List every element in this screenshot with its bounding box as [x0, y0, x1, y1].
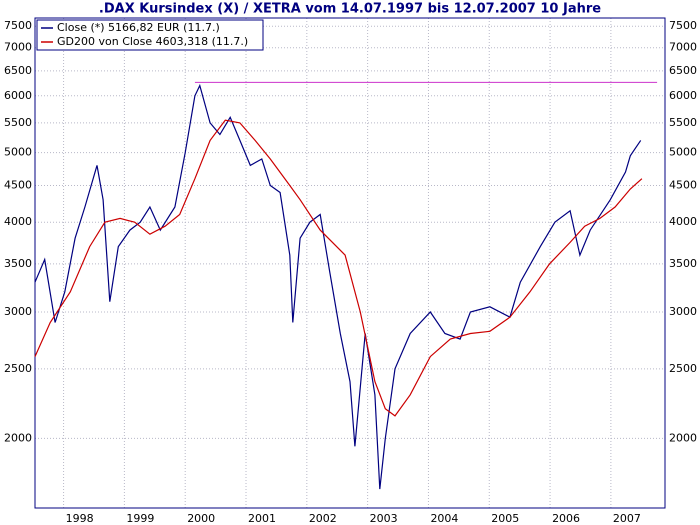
y-tick-label: 7000: [4, 41, 32, 54]
plot-frame: [34, 17, 666, 509]
x-tick-label: 2007: [613, 512, 641, 525]
legend-box: [36, 19, 264, 51]
y-tick-label-right: 7500: [669, 19, 697, 32]
legend-label: Close (*) 5166,82 EUR (11.7.): [57, 21, 220, 34]
y-tick-label: 7500: [4, 19, 32, 32]
x-tick-label: 2005: [491, 512, 519, 525]
x-tick-label: 2006: [552, 512, 580, 525]
y-tick-label: 6500: [4, 64, 32, 77]
legend-label: GD200 von Close 4603,318 (11.7.): [57, 35, 248, 48]
y-tick-label: 2000: [4, 431, 32, 444]
x-tick-label: 2003: [370, 512, 398, 525]
series-line: [34, 119, 643, 417]
y-tick-label-right: 2000: [669, 431, 697, 444]
y-tick-label-right: 4000: [669, 215, 697, 228]
x-tick-label: 2004: [430, 512, 458, 525]
y-tick-label-right: 3500: [669, 257, 697, 270]
x-tick-label: 1999: [126, 512, 154, 525]
y-tick-label-right: 4500: [669, 179, 697, 192]
y-tick-label-right: 6500: [669, 64, 697, 77]
y-tick-label: 2500: [4, 362, 32, 375]
x-tick-label: 2002: [309, 512, 337, 525]
series-line: [34, 83, 642, 490]
y-tick-label-right: 3000: [669, 305, 697, 318]
y-tick-label-right: 5500: [669, 116, 697, 129]
y-tick-label: 5000: [4, 146, 32, 159]
y-tick-label-right: 5000: [669, 146, 697, 159]
y-tick-label: 5500: [4, 116, 32, 129]
y-tick-label: 4000: [4, 215, 32, 228]
y-tick-label-right: 6000: [669, 89, 697, 102]
x-tick-label: 2000: [187, 512, 215, 525]
chart-title: .DAX Kursindex (X) / XETRA vom 14.07.199…: [99, 2, 601, 17]
x-tick-label: 1998: [66, 512, 94, 525]
y-tick-label-right: 7000: [669, 41, 697, 54]
y-tick-label: 3500: [4, 257, 32, 270]
y-tick-label: 6000: [4, 89, 32, 102]
x-tick-label: 2001: [248, 512, 276, 525]
y-tick-label: 4500: [4, 179, 32, 192]
y-tick-label: 3000: [4, 305, 32, 318]
y-tick-label-right: 2500: [669, 362, 697, 375]
